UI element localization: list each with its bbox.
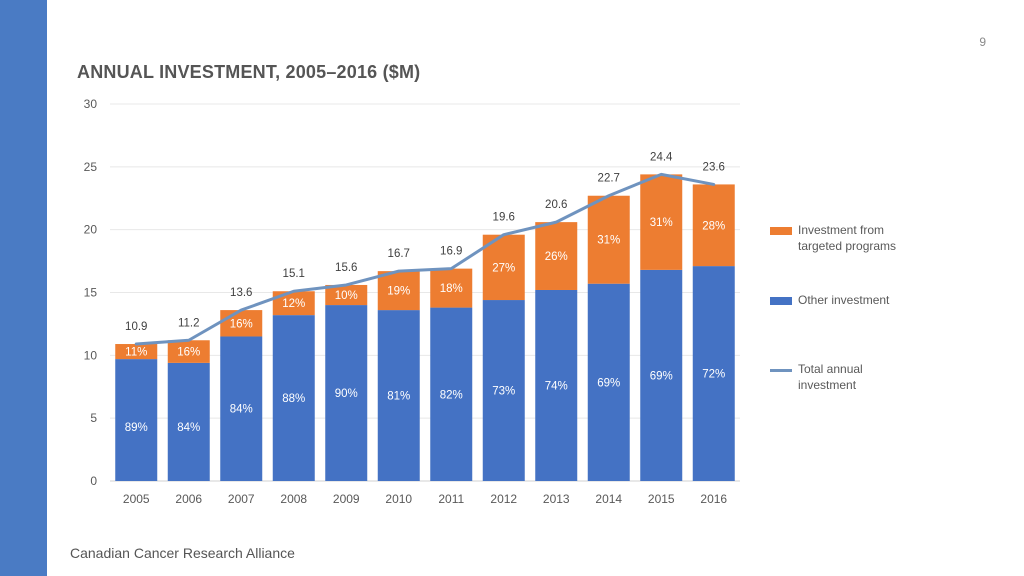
x-tick-label: 2008: [280, 492, 307, 506]
label-targeted-2012: 27%: [492, 262, 515, 274]
label-targeted-2009: 10%: [335, 290, 358, 302]
x-tick-label: 2009: [333, 492, 360, 506]
bar-other-2005: [115, 359, 158, 481]
bar-other-2011: [430, 307, 473, 481]
legend-swatch-targeted: [770, 227, 792, 235]
side-accent-bar: [0, 0, 47, 576]
label-other-2012: 73%: [492, 386, 515, 398]
y-tick-label: 15: [84, 286, 98, 300]
label-other-2011: 82%: [440, 389, 463, 401]
x-tick-label: 2007: [228, 492, 255, 506]
x-axis-ticks: 2005 2006 2007 2008 2009 2010 2011 2012 2013 2014…: [123, 492, 728, 506]
x-tick-label: 2014: [595, 492, 622, 506]
label-targeted-2011: 18%: [440, 283, 463, 295]
label-total-2010: 16.7: [388, 248, 410, 260]
label-other-2015: 69%: [650, 370, 673, 382]
bar-targeted-2005: [115, 344, 158, 360]
label-other-2010: 81%: [387, 391, 410, 403]
x-tick-label: 2016: [700, 492, 727, 506]
label-other-2007: 84%: [230, 404, 253, 416]
bar-other-2014: [587, 283, 630, 481]
label-total-2015: 24.4: [650, 151, 673, 163]
label-other-2014: 69%: [597, 377, 620, 389]
label-total-2011: 16.9: [440, 246, 462, 258]
x-tick-label: 2013: [543, 492, 570, 506]
label-targeted-2007: 16%: [230, 318, 253, 330]
bar-targeted-2016: [692, 184, 735, 267]
y-tick-label: 10: [84, 348, 98, 362]
chart-title: ANNUAL INVESTMENT, 2005–2016 ($M): [77, 62, 421, 82]
bar-targeted-2011: [430, 268, 473, 308]
gridlines: [110, 103, 740, 482]
label-other-2005: 89%: [125, 422, 148, 434]
label-total-2013: 20.6: [545, 199, 567, 211]
x-tick-label: 2010: [385, 492, 412, 506]
bar-other-2010: [377, 310, 420, 481]
label-other-2016: 72%: [702, 369, 725, 381]
y-axis-ticks: 0 5 10 15 20 25 30: [84, 97, 98, 488]
label-total-2014: 22.7: [598, 173, 620, 185]
x-tick-label: 2005: [123, 492, 150, 506]
label-targeted-2005: 11%: [125, 347, 147, 359]
label-targeted-2016: 28%: [702, 220, 725, 232]
label-total-2012: 19.6: [493, 212, 515, 224]
bar-targeted-2010: [377, 271, 420, 311]
legend-swatch-other: [770, 297, 792, 305]
legend-label-total: Total annual investment: [798, 362, 863, 392]
bar-targeted-2008: [272, 291, 315, 316]
label-total-2009: 15.6: [335, 262, 357, 274]
bar-targeted-2007: [220, 310, 263, 337]
bar-other-2008: [272, 315, 315, 481]
y-tick-label: 0: [90, 474, 97, 488]
label-targeted-2015: 31%: [650, 217, 673, 229]
label-total-2016: 23.6: [703, 161, 725, 173]
page-number: 9: [979, 35, 986, 49]
label-other-2006: 84%: [177, 422, 200, 434]
bar-other-2016: [692, 266, 735, 481]
bar-other-2013: [535, 289, 578, 481]
label-targeted-2010: 19%: [387, 286, 410, 298]
legend-item-total: Total annual investment: [770, 361, 908, 393]
x-tick-label: 2015: [648, 492, 675, 506]
label-targeted-2013: 26%: [545, 251, 568, 263]
y-tick-label: 5: [90, 411, 97, 425]
bar-targeted-2006: [167, 340, 210, 363]
legend-line-total: [770, 369, 792, 372]
bar-other-2007: [220, 336, 263, 481]
label-total-2005: 10.9: [125, 321, 147, 333]
bar-targeted-2014: [587, 195, 630, 284]
label-total-2008: 15.1: [283, 268, 305, 280]
y-tick-label: 30: [84, 97, 98, 111]
label-targeted-2006: 16%: [177, 347, 200, 359]
x-tick-label: 2012: [490, 492, 517, 506]
legend-label-other: Other investment: [798, 293, 890, 307]
x-tick-label: 2011: [438, 492, 464, 506]
total-investment-line: [134, 172, 716, 346]
total-line-series: 10.9 11.2 13.6 15.1 15.6 16.7 16.9 19.6 20.6 22.7…: [125, 151, 725, 346]
x-tick-label: 2006: [175, 492, 202, 506]
bar-other-2006: [167, 362, 210, 481]
label-total-2007: 13.6: [230, 287, 252, 299]
bar-other-2015: [640, 269, 683, 481]
label-targeted-2014: 31%: [597, 235, 620, 247]
y-tick-label: 25: [84, 160, 98, 174]
bar-targeted-2013: [535, 222, 578, 290]
bar-targeted-2009: [325, 284, 368, 306]
footer-text: Canadian Cancer Research Alliance: [70, 545, 295, 561]
bar-targeted-2012: [482, 234, 525, 301]
bar-other-2012: [482, 300, 525, 481]
label-total-2006: 11.2: [178, 317, 200, 329]
label-other-2008: 88%: [282, 393, 305, 405]
y-tick-label: 20: [84, 223, 98, 237]
legend-item-targeted: Investment from targeted programs: [770, 222, 908, 254]
legend-item-other: Other investment: [770, 292, 908, 308]
label-targeted-2008: 12%: [282, 298, 305, 310]
label-other-2009: 90%: [335, 388, 358, 400]
bar-targeted-2015: [640, 174, 683, 270]
label-other-2013: 74%: [545, 380, 568, 392]
bar-series: 89% 11% 84% 16% 84% 16% 88% 12% 90% 10% 81% 19% 82% 1…: [115, 174, 735, 481]
legend-label-targeted: Investment from targeted programs: [798, 223, 897, 253]
bar-other-2009: [325, 305, 368, 481]
